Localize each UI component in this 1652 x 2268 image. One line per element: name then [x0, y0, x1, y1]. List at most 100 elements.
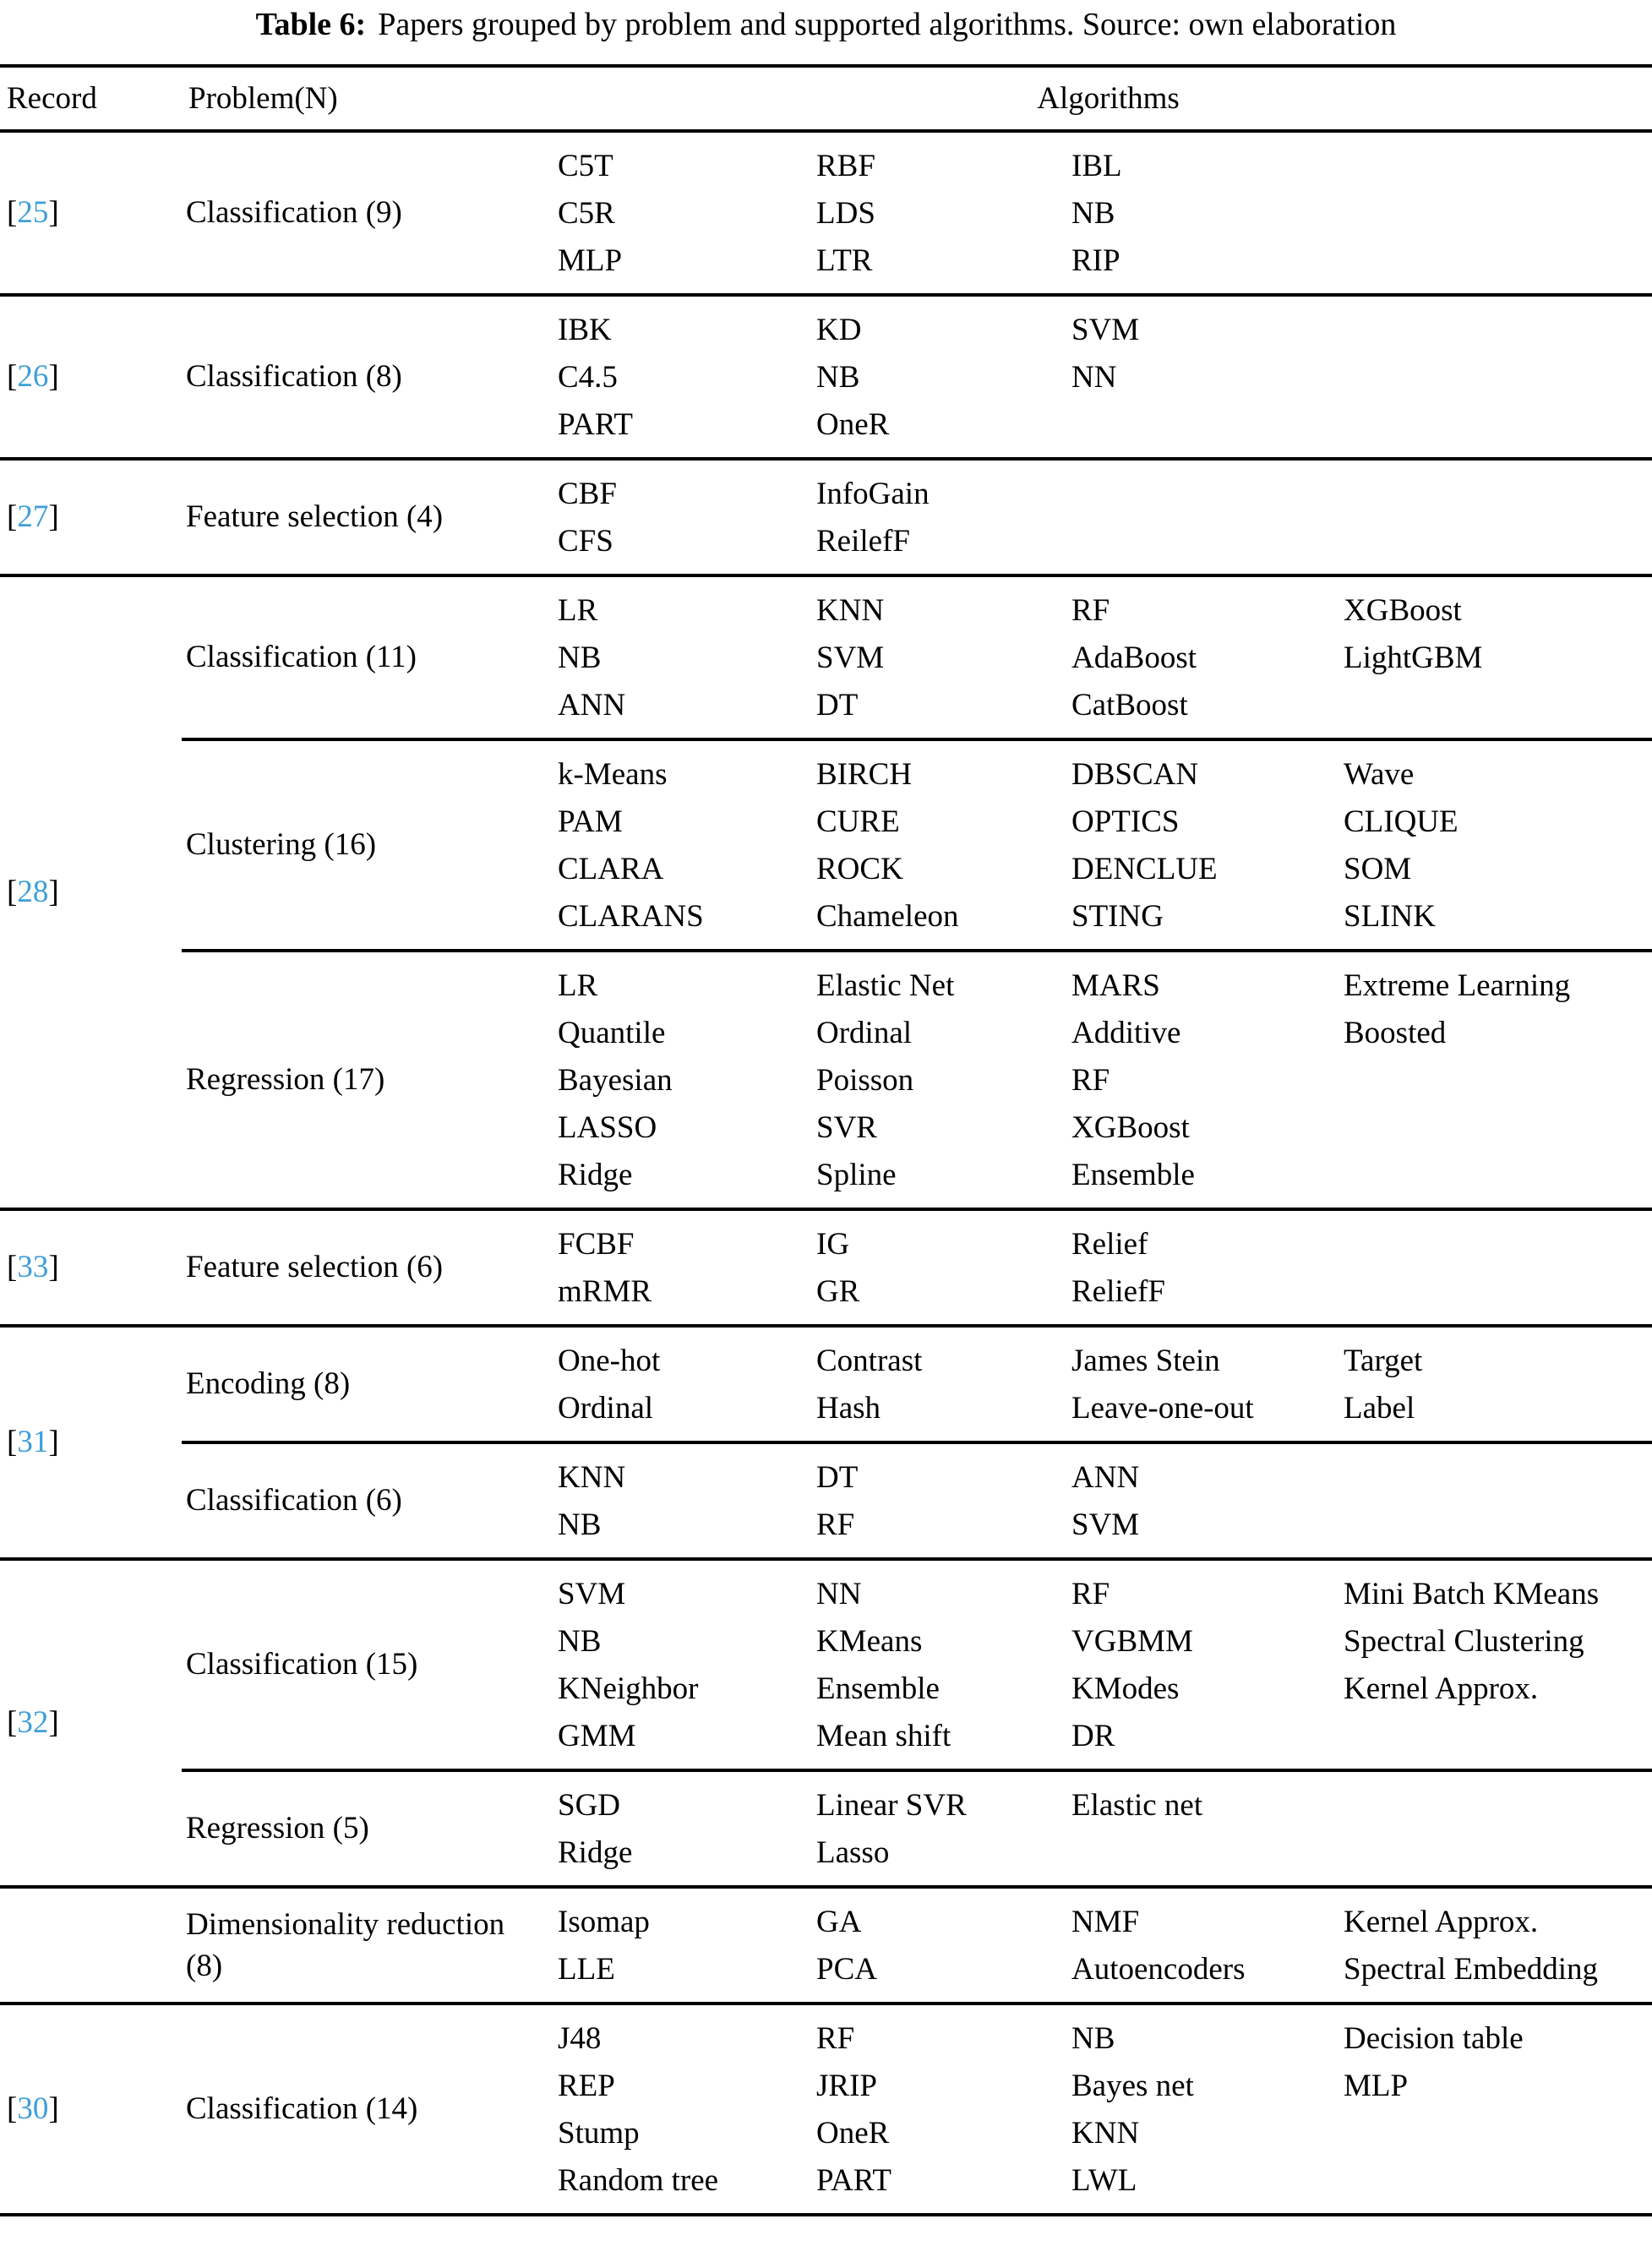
citation-bracket-open: [ — [7, 499, 18, 534]
algorithm-label: NB — [558, 1623, 602, 1659]
algorithm-item: PART — [816, 2157, 1063, 2205]
algorithm-item: GMM — [558, 1713, 808, 1760]
algorithm-item: NN — [816, 1571, 1063, 1618]
algorithm-item: Mean shift — [816, 1713, 1063, 1760]
algorithm-item: MARS — [1071, 962, 1335, 1010]
group-rows: Classification (9) C5T C5R MLP RBF LDS LTR IBL N… — [182, 133, 1652, 293]
group-rows: Feature selection (4) CBF CFS InfoGain Reile… — [182, 461, 1652, 574]
algorithm-label: RF — [1071, 1576, 1110, 1611]
algorithm-label: CLARA — [558, 851, 664, 886]
algorithm-label: k-Means — [558, 756, 668, 792]
algorithm-item: NB — [558, 1502, 808, 1549]
citation-ref[interactable]: [32] — [7, 1704, 59, 1741]
algorithms-column: KNN NB — [558, 1454, 816, 1549]
algorithms-column: LR Quantile Bayesian LASSO Ridge — [558, 962, 816, 1199]
algorithm-label: SVM — [1071, 312, 1140, 347]
algorithm-item: SOM — [1344, 846, 1644, 893]
algorithm-item: MLP — [558, 237, 808, 285]
algorithms-column: IBL NB RIP — [1071, 143, 1344, 285]
problem-cell: Dimensionality reduction (8) — [186, 1907, 505, 1983]
algorithm-item: Random tree — [558, 2157, 808, 2205]
algorithms-column: FCBF mRMR — [558, 1221, 816, 1316]
algorithm-item: LWL — [1071, 2157, 1335, 2205]
algorithms-column: James Stein Leave-one-out — [1071, 1338, 1344, 1432]
algorithm-label: NB — [558, 1507, 602, 1542]
problem-cell: Regression (17) — [186, 1062, 385, 1098]
algorithm-label: NB — [1071, 195, 1115, 231]
algorithm-item: Hash — [816, 1385, 1063, 1432]
algorithm-label: SVR — [816, 1109, 877, 1145]
algorithm-label: GMM — [558, 1718, 636, 1753]
algorithm-item: Stump — [558, 2110, 808, 2157]
algorithm-label: Ensemble — [1071, 1157, 1195, 1192]
citation-ref[interactable]: [27] — [7, 499, 59, 535]
algorithm-label: CBF — [558, 476, 617, 511]
algorithms-column: XGBoost LightGBM — [1344, 587, 1652, 729]
algorithm-item: One-hot — [558, 1338, 808, 1385]
algorithm-item: Poisson — [816, 1057, 1063, 1104]
citation-bracket-close: ] — [48, 875, 59, 909]
record-cell — [0, 1889, 182, 2002]
algorithm-item: ROCK — [816, 846, 1063, 893]
citation-ref[interactable]: [31] — [7, 1424, 59, 1460]
algorithm-label: Ridge — [558, 1157, 633, 1192]
citation-ref[interactable]: [33] — [7, 1249, 59, 1285]
algorithm-label: SVM — [558, 1576, 626, 1611]
algorithms-column: Relief ReliefF — [1071, 1221, 1344, 1316]
algorithms-column: Kernel Approx. Spectral Embedding — [1344, 1899, 1652, 1993]
algorithm-item: IG — [816, 1221, 1063, 1268]
algorithm-item: Spline — [816, 1152, 1063, 1199]
record-cell: [25] — [0, 133, 182, 293]
problem-subrow: Feature selection (6) FCBF mRMR IG GR Relief R… — [182, 1211, 1652, 1324]
algorithm-label: Spline — [816, 1157, 897, 1192]
citation-ref[interactable]: [26] — [7, 358, 59, 395]
algorithm-label: RF — [816, 2020, 855, 2056]
algorithm-item: KNN — [1071, 2110, 1335, 2157]
algorithm-item: DT — [816, 1454, 1063, 1502]
algorithms-column: SVM NN — [1071, 307, 1344, 449]
algorithm-label: RBF — [816, 148, 875, 183]
group-rows: Dimensionality reduction (8) Isomap LLE GA P… — [182, 1889, 1652, 2002]
citation-bracket-open: [ — [7, 1425, 18, 1459]
algorithm-label: J48 — [558, 2020, 602, 2056]
algorithm-label: PART — [558, 406, 633, 442]
citation-ref[interactable]: [28] — [7, 874, 59, 910]
algorithm-label: Poisson — [816, 1062, 914, 1098]
problem-subrow: Clustering (16) k-Means PAM CLARA CLARANS BIR… — [182, 737, 1652, 949]
citation-ref[interactable]: [30] — [7, 2091, 59, 2127]
algorithm-item: Lasso — [816, 1829, 1063, 1877]
table-caption-label: Table 6: — [255, 7, 367, 42]
algorithm-item: Decision table — [1344, 2015, 1644, 2063]
citation-ref[interactable]: [25] — [7, 194, 59, 231]
algorithm-item: LTR — [816, 237, 1063, 285]
algorithms-column: InfoGain ReilefF — [816, 471, 1071, 565]
algorithm-item: Extreme Learning — [1344, 962, 1644, 1010]
algorithm-label: GA — [816, 1904, 862, 1939]
record-cell: [26] — [0, 297, 182, 457]
algorithm-item: Elastic Net — [816, 962, 1063, 1010]
algorithm-label: KNN — [558, 1459, 626, 1495]
algorithms-column: RBF LDS LTR — [816, 143, 1071, 285]
algorithm-item: Bayes net — [1071, 2063, 1335, 2110]
algorithms-column: BIRCH CURE ROCK Chameleon — [816, 751, 1071, 940]
algorithm-label: OneR — [816, 2115, 890, 2151]
algorithm-item: Elastic net — [1071, 1782, 1335, 1829]
algorithm-item: KD — [816, 307, 1063, 354]
algorithm-item: CLIQUE — [1344, 799, 1644, 846]
algorithm-label: Autoencoders — [1071, 1951, 1246, 1987]
algorithms-column: Decision table MLP — [1344, 2015, 1652, 2205]
algorithm-label: RIP — [1071, 243, 1120, 278]
algorithms-column: IG GR — [816, 1221, 1071, 1316]
algorithms-column: Isomap LLE — [558, 1899, 816, 1993]
algorithm-label: DT — [816, 1459, 859, 1495]
algorithm-label: ANN — [558, 687, 626, 722]
algorithm-label: AdaBoost — [1071, 640, 1197, 675]
algorithm-item: Wave — [1344, 751, 1644, 799]
algorithm-item: NB — [816, 354, 1063, 401]
algorithm-item: Boosted — [1344, 1010, 1644, 1057]
algorithms-column: NMF Autoencoders — [1071, 1899, 1344, 1993]
algorithm-item: NMF — [1071, 1899, 1335, 1946]
algorithm-item: CFS — [558, 518, 808, 565]
algorithms-column: KNN SVM DT — [816, 587, 1071, 729]
algorithm-item: DR — [1071, 1713, 1335, 1760]
